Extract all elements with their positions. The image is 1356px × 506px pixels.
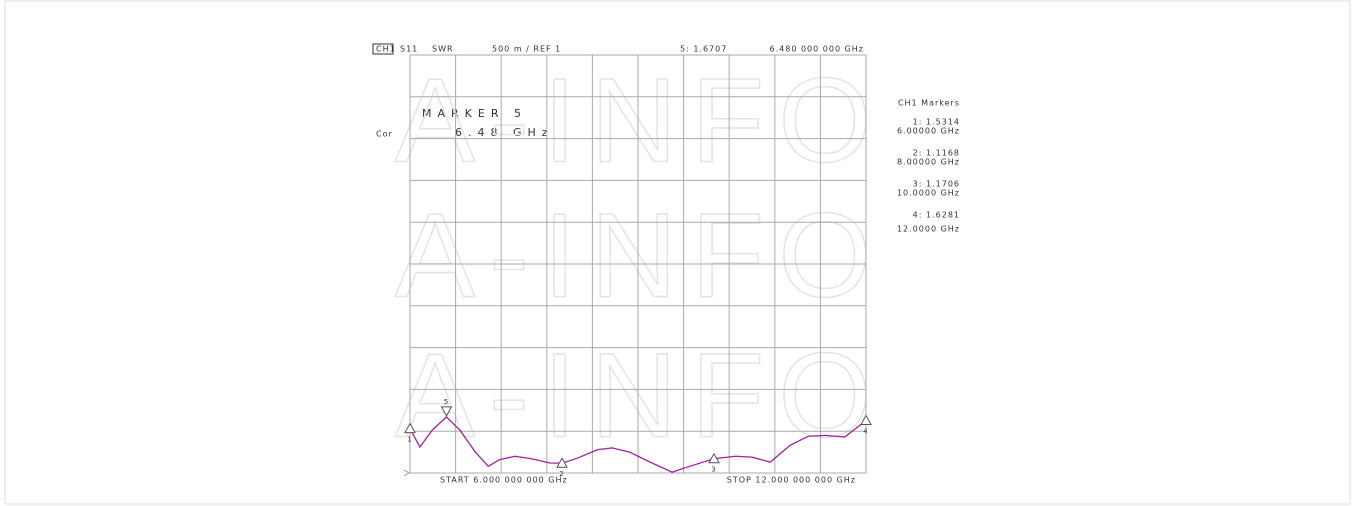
ref-pointer	[403, 469, 410, 477]
marker-freq: 6.00000 GHz	[897, 127, 960, 136]
watermark: A-INFO	[395, 329, 886, 463]
stop: STOP 12.000 000 000 GHz	[727, 476, 856, 485]
marker	[404, 422, 416, 434]
marker	[440, 406, 453, 417]
marker-freq: 10.0000 GHz	[897, 189, 960, 198]
frame	[4, 0, 1351, 505]
marker-freq: 8.00000 GHz	[897, 158, 960, 167]
channel: CH1	[376, 45, 396, 54]
marker-id: 2	[559, 470, 564, 478]
marker-id: 5	[444, 398, 449, 406]
start: START 6.000 000 000 GHz	[440, 476, 568, 485]
marker	[708, 452, 720, 464]
marker-id: 1	[407, 436, 412, 444]
correction: Cor	[376, 130, 393, 139]
active-marker-freq: 6.480 000 000 GHz	[770, 45, 864, 54]
marker-freq: 12.0000 GHz	[897, 225, 960, 234]
trace	[409, 416, 867, 473]
channel-box	[372, 43, 394, 55]
marker-readout: 4: 1.6281	[913, 211, 960, 220]
marker-id: 4	[863, 427, 868, 435]
scale: 500 m / REF 1	[492, 45, 561, 54]
marker-id: 3	[711, 466, 716, 474]
marker-readout: 3: 1.1706	[913, 180, 960, 189]
marker	[860, 414, 872, 425]
marker	[556, 457, 568, 468]
marker-box-title: MARKER 5	[422, 107, 527, 120]
marker-readout: 2: 1.1168	[913, 149, 960, 158]
marker-readout: 1: 1.5314	[913, 118, 960, 127]
marker-list-title: CH1 Markers	[898, 99, 960, 108]
format: SWR	[432, 45, 454, 54]
watermark: A-INFO	[395, 54, 886, 188]
parameter: S11	[400, 45, 418, 54]
watermark: A-INFO	[395, 189, 886, 323]
active-marker-readout: 5: 1.6707	[680, 45, 727, 54]
